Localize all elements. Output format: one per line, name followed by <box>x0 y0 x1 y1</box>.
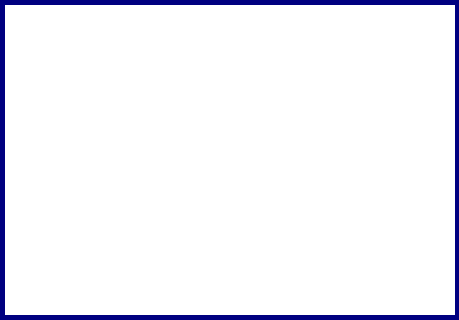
Y-axis label: %: % <box>14 141 27 153</box>
X-axis label: Date (Apr - May): Date (Apr - May) <box>201 286 304 299</box>
Title: Relatív páratartalom - Az elmúlt egy hónapban: Relatív páratartalom - Az elmúlt egy hón… <box>51 11 454 27</box>
